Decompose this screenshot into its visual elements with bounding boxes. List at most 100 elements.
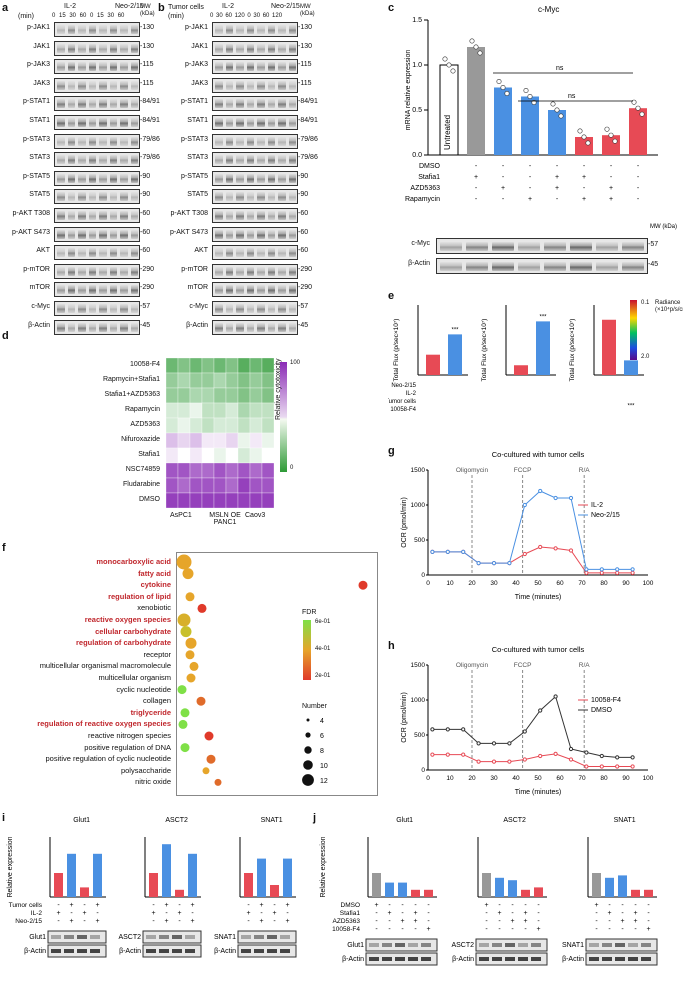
c-bar	[629, 108, 647, 155]
f-dot	[180, 626, 192, 638]
blot-band	[257, 118, 265, 127]
blot-band	[257, 266, 265, 276]
bar-sign: +	[164, 902, 168, 909]
f-num-tick: 6	[320, 733, 324, 740]
bar-sign: -	[498, 926, 501, 933]
blot-mw: -60	[140, 210, 151, 217]
blot-band	[288, 99, 296, 109]
ocr-ytick: 500	[414, 732, 425, 739]
c-point	[527, 94, 533, 100]
blot-band	[278, 229, 286, 239]
c-point	[477, 50, 483, 56]
blot-box	[54, 282, 140, 298]
bar-sign: -	[621, 902, 624, 909]
blot-band	[57, 304, 65, 313]
ocr-line	[432, 753, 633, 767]
ocr-ytick: 1500	[411, 467, 426, 474]
blot-band	[88, 304, 96, 313]
bar-sign: -	[485, 926, 488, 933]
heat-cell	[189, 417, 203, 434]
blot-band	[278, 99, 286, 109]
blot-band	[51, 949, 61, 953]
ocr-line	[432, 490, 633, 570]
blot-band	[225, 62, 233, 72]
panel-b-label: b	[158, 2, 165, 14]
heat-cell	[237, 477, 251, 494]
blot-band	[267, 99, 275, 109]
ocr-xtick: 90	[622, 580, 630, 587]
blot-band	[130, 173, 138, 183]
ocr-xtick: 70	[578, 775, 586, 782]
heat-cell	[225, 387, 239, 404]
blot-band	[215, 99, 223, 109]
blot-row-label: β-Actin	[186, 321, 208, 329]
ocr-marker: R/A	[579, 662, 591, 669]
blot-mw: -90	[140, 191, 151, 199]
blot-mw: -60	[298, 247, 309, 255]
blot-band	[492, 943, 502, 947]
ocr-point	[630, 570, 635, 576]
ocr-point	[430, 549, 435, 555]
blot-band	[280, 935, 290, 939]
blot-band	[408, 943, 418, 947]
blot-band	[236, 248, 244, 258]
ocr-point	[615, 755, 620, 760]
f-term: fatty acid	[138, 568, 171, 578]
c-sign: +	[609, 196, 613, 203]
ocr-point	[491, 561, 497, 566]
blot-band	[67, 266, 75, 276]
bar-sign: +	[523, 910, 527, 917]
blot-band	[120, 25, 128, 34]
heat-cell	[177, 477, 191, 494]
c-sign: -	[556, 163, 559, 170]
f-dot	[180, 708, 190, 718]
blot-band	[257, 304, 265, 313]
bar-sign: -	[427, 918, 430, 925]
blot-band	[88, 322, 96, 332]
heat-cell	[225, 358, 239, 374]
f-term: receptor	[143, 649, 171, 659]
blot-band	[278, 304, 286, 313]
blot-band	[215, 248, 223, 258]
blot-band	[492, 957, 502, 961]
heat-cell	[249, 402, 263, 419]
blot-band	[236, 322, 244, 332]
blot-box	[212, 245, 298, 261]
c-point	[558, 113, 564, 119]
panel-f-num-legend: 4 6 8 10 12	[302, 718, 328, 786]
blot-box	[54, 263, 140, 279]
bar	[508, 880, 517, 897]
blot-band	[278, 25, 286, 34]
blot-band	[246, 322, 254, 332]
blot-mw: -45	[298, 321, 309, 329]
blot-band	[78, 248, 86, 258]
c-point	[446, 62, 452, 68]
blot-box	[54, 96, 140, 112]
blot-band	[267, 43, 275, 53]
c-sign: -	[637, 196, 640, 203]
c-bar	[467, 47, 485, 155]
bar-sign: +	[607, 910, 611, 917]
c-sign: -	[475, 163, 478, 170]
f-num-dot	[304, 746, 312, 754]
heat-cell	[237, 492, 251, 508]
panel-d-col-caov3: Caov3	[245, 512, 266, 519]
blot-band	[288, 248, 296, 258]
f-num-tick: 8	[320, 748, 324, 755]
bar-sign: -	[427, 910, 430, 917]
bar	[270, 885, 279, 897]
blot-band	[246, 211, 254, 220]
bar-sign: +	[151, 910, 155, 917]
blot-band	[57, 248, 65, 258]
heat-cell	[189, 492, 203, 508]
bar	[244, 873, 253, 897]
heat-cell	[201, 462, 215, 479]
blot-band	[109, 99, 117, 109]
bar	[605, 877, 614, 897]
blot-band	[288, 229, 296, 239]
blot-band	[278, 62, 286, 72]
panel-b-group2: Neo-2/15	[271, 3, 300, 10]
blot-band	[109, 118, 117, 127]
blot-band	[246, 285, 254, 295]
ocr-point	[445, 549, 450, 555]
